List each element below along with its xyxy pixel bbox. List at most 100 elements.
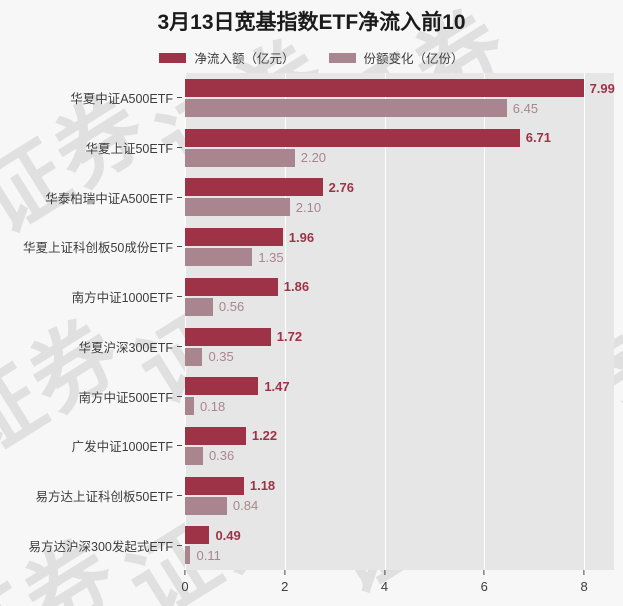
y-axis-tick: 华夏沪深300ETF bbox=[0, 322, 185, 372]
bar-share-change[interactable]: 0.36 bbox=[185, 446, 235, 465]
bar-row: 1.96 1.35 bbox=[185, 222, 614, 272]
bar-share-change[interactable]: 0.18 bbox=[185, 397, 226, 416]
legend-label: 份额变化（亿份） bbox=[363, 52, 464, 66]
bar-row: 1.86 0.56 bbox=[185, 272, 614, 322]
y-axis-tick: 易方达上证科创板50ETF bbox=[0, 471, 185, 521]
bar-value-label: 1.35 bbox=[258, 249, 284, 265]
bar-value-label: 0.18 bbox=[199, 398, 226, 414]
bar-share-change[interactable]: 2.10 bbox=[185, 198, 321, 217]
bar-value-label: 2.76 bbox=[328, 179, 354, 195]
y-axis-tick-mark bbox=[177, 97, 182, 99]
legend-swatch-icon bbox=[328, 52, 356, 63]
y-axis-tick-label: 广发中证1000ETF bbox=[71, 440, 173, 455]
page-title: 3月13日宽基指数ETF净流入前10 bbox=[157, 11, 466, 34]
bar-value-label: 1.72 bbox=[276, 329, 303, 344]
bar-rect bbox=[185, 327, 271, 346]
bar-value-label: 0.35 bbox=[208, 349, 234, 364]
bar-net-inflow[interactable]: 1.18 bbox=[185, 476, 275, 495]
bar-value-label: 7.99 bbox=[589, 80, 615, 96]
y-axis-tick: 华夏上证50ETF bbox=[0, 123, 185, 173]
bar-rect bbox=[185, 526, 210, 545]
gridline bbox=[384, 73, 386, 570]
x-axis-tick-label: 6 bbox=[480, 579, 488, 594]
bar-net-inflow[interactable]: 1.86 bbox=[185, 277, 310, 296]
bar-net-inflow[interactable]: 2.76 bbox=[185, 178, 354, 197]
x-axis-tick: 4 bbox=[381, 570, 388, 594]
bar-rect bbox=[185, 79, 584, 97]
bar-share-change[interactable]: 6.45 bbox=[185, 99, 538, 117]
y-axis-tick-label: 南方中证1000ETF bbox=[71, 291, 173, 306]
bar-net-inflow[interactable]: 7.99 bbox=[185, 79, 615, 97]
bar-net-inflow[interactable]: 1.72 bbox=[185, 327, 303, 346]
bar-value-label: 1.96 bbox=[288, 229, 315, 245]
x-axis-tick-mark bbox=[284, 570, 286, 575]
bar-rect bbox=[185, 228, 283, 247]
y-axis-tick: 广发中证1000ETF bbox=[0, 421, 185, 471]
bar-row: 1.22 0.36 bbox=[185, 421, 614, 471]
bar-value-label: 0.56 bbox=[218, 299, 245, 315]
legend-label: 净流入额（亿元） bbox=[194, 52, 295, 66]
y-axis-tick-mark bbox=[177, 296, 182, 298]
legend-item[interactable]: 净流入额（亿元） bbox=[159, 48, 295, 67]
bar-net-inflow[interactable]: 1.22 bbox=[185, 426, 277, 445]
bar-rect bbox=[185, 476, 244, 495]
bar-row: 1.72 0.35 bbox=[185, 322, 614, 372]
bar-value-label: 0.49 bbox=[215, 527, 241, 543]
x-axis-tick: 8 bbox=[580, 570, 588, 594]
y-axis-tick: 易方达沪深300发起式ETF bbox=[0, 520, 185, 570]
bar-value-label: 0.11 bbox=[196, 547, 221, 563]
bar-net-inflow[interactable]: 0.49 bbox=[185, 526, 241, 545]
bar-row: 7.99 6.45 bbox=[185, 73, 615, 123]
x-axis-tick-label: 4 bbox=[380, 579, 389, 594]
bar-value-label: 1.86 bbox=[283, 279, 310, 295]
bar-share-change[interactable]: 1.35 bbox=[185, 248, 284, 267]
x-axis-tick: 0 bbox=[181, 570, 189, 594]
y-axis-tick-label: 华夏中证A500ETF bbox=[70, 92, 173, 107]
x-axis-tick-label: 2 bbox=[281, 579, 289, 594]
y-axis: 华夏中证A500ETF 华夏上证50ETF 华泰柏瑞中证A500ETF 华夏上证科创板… bbox=[0, 73, 185, 570]
x-axis-tick-mark bbox=[384, 570, 386, 575]
y-axis-tick-label: 华泰柏瑞中证A500ETF bbox=[45, 191, 173, 206]
bar-share-change[interactable]: 2.20 bbox=[185, 148, 327, 167]
x-axis-tick-label: 8 bbox=[580, 579, 588, 594]
legend-item[interactable]: 份额变化（亿份） bbox=[328, 48, 464, 67]
bar-rect bbox=[185, 198, 290, 217]
bar-share-change[interactable]: 0.35 bbox=[185, 347, 234, 366]
x-axis-tick: 6 bbox=[481, 570, 488, 594]
bar-rect bbox=[185, 277, 278, 296]
bar-value-label: 0.36 bbox=[208, 448, 235, 464]
bar-value-label: 0.84 bbox=[232, 498, 259, 514]
gridline bbox=[284, 73, 286, 570]
bar-net-inflow[interactable]: 1.47 bbox=[185, 377, 290, 396]
bar-value-label: 1.47 bbox=[264, 378, 290, 394]
x-axis-tick-mark bbox=[184, 570, 186, 575]
bar-value-label: 2.20 bbox=[300, 150, 327, 166]
bar-rect bbox=[185, 446, 203, 465]
bar-share-change[interactable]: 0.56 bbox=[185, 297, 245, 316]
bar-row: 1.18 0.84 bbox=[185, 471, 614, 521]
bar-net-inflow[interactable]: 1.96 bbox=[185, 228, 315, 247]
y-axis-tick-mark bbox=[177, 246, 182, 248]
y-axis-tick-label: 易方达沪深300发起式ETF bbox=[28, 539, 173, 554]
y-axis-tick-mark bbox=[177, 494, 182, 496]
bar-share-change[interactable]: 0.11 bbox=[185, 546, 221, 565]
y-axis-tick-mark bbox=[177, 395, 182, 397]
chart-legend: 净流入额（亿元） 份额变化（亿份） bbox=[0, 48, 623, 67]
x-axis-tick: 2 bbox=[281, 570, 288, 594]
bar-rect bbox=[185, 347, 203, 366]
bar-rect bbox=[185, 297, 213, 316]
bar-net-inflow[interactable]: 6.71 bbox=[185, 128, 551, 147]
bar-rect bbox=[185, 397, 194, 416]
plot-area: 7.99 6.45 6.71 2.20 2.76 2.10 1.96 1.35 1.86 0.56… bbox=[185, 73, 615, 570]
bar-row: 1.47 0.18 bbox=[185, 371, 614, 421]
y-axis-tick: 南方中证1000ETF bbox=[0, 272, 185, 322]
bar-rect bbox=[185, 148, 295, 167]
x-axis-tick-label: 0 bbox=[181, 579, 189, 594]
bar-share-change[interactable]: 0.84 bbox=[185, 496, 259, 515]
bar-rows: 7.99 6.45 6.71 2.20 2.76 2.10 1.96 1.35 1.86 0.56… bbox=[185, 73, 615, 570]
gridline bbox=[484, 73, 486, 570]
x-axis-tick-mark bbox=[483, 570, 485, 575]
bar-row: 6.71 2.20 bbox=[185, 123, 614, 173]
legend-swatch-icon bbox=[159, 52, 187, 63]
